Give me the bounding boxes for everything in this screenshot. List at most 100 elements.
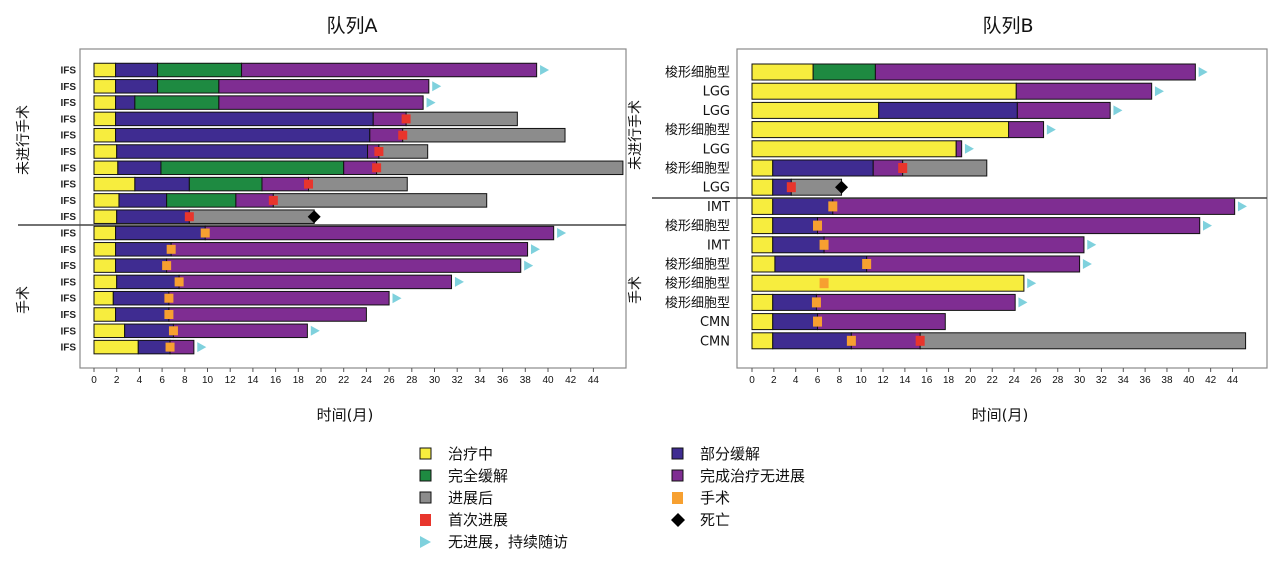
- bar-segment-post-progression: [376, 160, 624, 176]
- x-tick-label: 10: [856, 375, 868, 386]
- bar-segment-on-treatment: [93, 323, 126, 339]
- x-tick-label: 18: [293, 375, 305, 386]
- row-label: IMT: [707, 238, 730, 253]
- x-tick-label: 2: [771, 375, 777, 386]
- x-tick-label: 42: [1205, 375, 1217, 386]
- x-tick-label: 28: [1052, 375, 1064, 386]
- swimmer-row: 梭形细胞型: [665, 121, 1056, 138]
- row-label: IFS: [60, 114, 76, 125]
- legend-swatch: [419, 491, 432, 504]
- legend-label: 部分缓解: [700, 445, 760, 463]
- row-label: IFS: [60, 180, 76, 191]
- row-label: 梭形细胞型: [665, 161, 730, 177]
- bar-segment-partial: [118, 193, 168, 208]
- bar-segment-complete: [160, 160, 345, 176]
- bar-segment-partial: [112, 290, 170, 306]
- x-tick-label: 4: [137, 375, 143, 386]
- row-label: IFS: [60, 196, 76, 207]
- death-marker: [835, 180, 849, 194]
- panel-a-rows: IFS IFS IFS IFS IFS IFS IFS IFS IFS IFS IFS IFS IFS I…: [18, 62, 626, 355]
- row-label: IFS: [60, 212, 76, 223]
- x-tick-label: 38: [520, 375, 532, 386]
- x-tick-label: 6: [159, 375, 165, 386]
- surgery-marker: [819, 239, 829, 250]
- panel-b-x-axis: 0 2 4 6 8 10 12 14 16 18 20 22 24 26 28 30 32 34 36 38 40 42 4…: [749, 368, 1238, 386]
- bar-segment-on-treatment: [751, 140, 957, 158]
- follow-up-arrow: [392, 293, 402, 304]
- bar-segment-off-treatment: [168, 290, 390, 306]
- follow-up-arrow: [197, 342, 207, 353]
- follow-up-arrow: [1113, 105, 1123, 116]
- bar-segment-on-treatment: [93, 176, 136, 192]
- legend-swatch: [672, 492, 683, 504]
- x-tick-label: 16: [270, 375, 282, 386]
- bar-segment-off-treatment: [218, 79, 430, 94]
- bar-segment-partial: [115, 62, 159, 78]
- swimmer-row: IMT: [707, 197, 1247, 215]
- legend-label: 死亡: [700, 511, 730, 529]
- follow-up-arrow: [540, 65, 550, 75]
- x-tick-label: 34: [474, 375, 486, 386]
- row-label: 梭形细胞型: [665, 257, 730, 273]
- legend-swatch: [420, 536, 431, 548]
- x-tick-label: 0: [91, 375, 97, 386]
- bar-segment-on-treatment: [93, 160, 119, 176]
- bar-segment-off-treatment: [261, 176, 310, 192]
- bar-segment-partial: [117, 160, 162, 176]
- row-label: IFS: [60, 261, 76, 272]
- bar-segment-on-treatment: [93, 193, 120, 208]
- bar-segment-partial: [774, 255, 868, 273]
- row-label: 梭形细胞型: [665, 276, 730, 292]
- bar-segment-off-treatment: [874, 63, 1196, 81]
- follow-up-arrow: [1154, 86, 1164, 97]
- swimmer-row: IFS: [60, 144, 429, 159]
- legend-item-first-progression: 首次进展: [420, 511, 508, 529]
- first-progression-marker: [184, 212, 194, 222]
- bar-segment-partial: [115, 242, 172, 257]
- bar-segment-off-treatment: [204, 225, 555, 241]
- row-label: IFS: [60, 98, 76, 109]
- bar-segment-complete: [134, 95, 220, 110]
- panel-a-title: 队列A: [327, 15, 378, 37]
- panel-b-frame: [736, 48, 1268, 369]
- x-tick-label: 14: [899, 375, 911, 386]
- panel-a-group-surgery: 手术: [16, 286, 32, 314]
- legend-item-death: 死亡: [671, 511, 730, 529]
- bar-segment-partial: [772, 236, 825, 254]
- first-progression-marker: [786, 182, 796, 193]
- bar-segment-on-treatment: [93, 225, 117, 241]
- bar-segment-off-treatment: [369, 127, 404, 143]
- bar-segment-off-treatment: [170, 242, 529, 257]
- bar-segment-off-treatment: [832, 197, 1236, 215]
- swimmer-row: 梭形细胞型: [665, 217, 1212, 235]
- row-label: 梭形细胞型: [665, 295, 730, 311]
- x-tick-label: 42: [565, 375, 577, 386]
- swimmer-row: IFS: [60, 62, 550, 78]
- bar-segment-complete: [157, 79, 220, 94]
- row-label: IFS: [60, 82, 76, 93]
- bar-segment-on-treatment: [93, 242, 117, 257]
- x-tick-label: 12: [225, 375, 237, 386]
- swimmer-row: IFS: [60, 307, 367, 322]
- x-tick-label: 12: [877, 375, 889, 386]
- panel-cohort-a: 队列A IFS IFS IFS IFS IFS IFS IFS IFS IFS IFS IFS IFS…: [16, 15, 627, 424]
- bar-segment-partial: [115, 127, 371, 143]
- bar-segment-post-progression: [308, 176, 408, 192]
- surgery-marker: [813, 316, 823, 327]
- bar-segment-on-treatment: [751, 313, 774, 331]
- follow-up-arrow: [524, 260, 534, 271]
- swimmer-row: IFS: [60, 274, 464, 290]
- bar-segment-on-treatment: [751, 236, 774, 254]
- row-label: IFS: [60, 326, 76, 337]
- swimmer-row: IMT: [707, 236, 1097, 254]
- surgery-marker: [165, 342, 175, 352]
- row-label: LGG: [703, 142, 730, 157]
- follow-up-arrow: [1082, 259, 1092, 269]
- x-tick-label: 14: [247, 375, 259, 386]
- bar-segment-on-treatment: [751, 101, 880, 119]
- row-label: IMT: [707, 200, 730, 215]
- bar-segment-off-treatment: [955, 140, 963, 158]
- x-tick-label: 22: [987, 375, 999, 386]
- death-marker: [307, 210, 321, 224]
- bar-segment-off-treatment: [817, 313, 946, 331]
